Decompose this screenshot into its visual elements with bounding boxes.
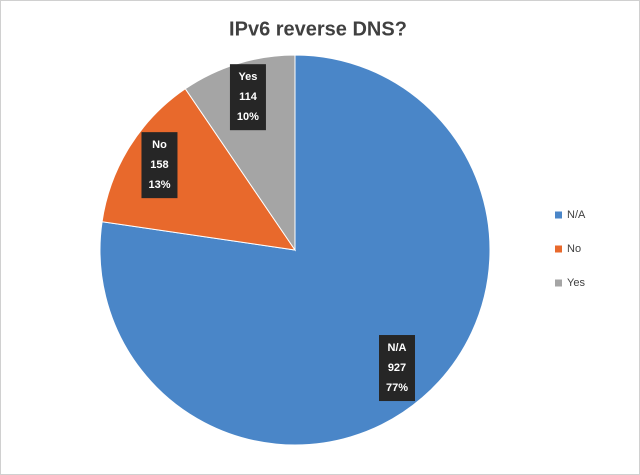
legend-swatch xyxy=(555,245,562,253)
legend-swatch xyxy=(555,279,562,287)
data-label-percent: 10% xyxy=(237,111,259,123)
legend-label: N/A xyxy=(567,209,586,221)
data-label-category: Yes xyxy=(238,71,257,83)
legend-label: Yes xyxy=(567,277,585,289)
legend-label: No xyxy=(567,243,581,255)
data-label-category: No xyxy=(152,139,167,151)
pie-slice xyxy=(184,54,296,252)
data-label: N/A 927 77% xyxy=(379,335,416,402)
data-label-box xyxy=(229,64,266,131)
data-label-category: N/A xyxy=(388,342,407,354)
data-label-value: 158 xyxy=(150,159,168,171)
data-label: Yes 114 10% xyxy=(229,64,266,131)
data-label-percent: 77% xyxy=(386,382,408,394)
pie-slice xyxy=(101,88,297,251)
data-label-box xyxy=(379,335,416,402)
legend-swatch xyxy=(555,211,562,219)
data-label-box xyxy=(141,132,178,199)
chart-title: IPv6 reverse DNS? xyxy=(229,18,407,40)
data-label: No 158 13% xyxy=(141,132,178,199)
data-label-percent: 13% xyxy=(148,179,170,191)
data-label-value: 114 xyxy=(239,91,258,103)
data-label-value: 927 xyxy=(388,362,406,374)
